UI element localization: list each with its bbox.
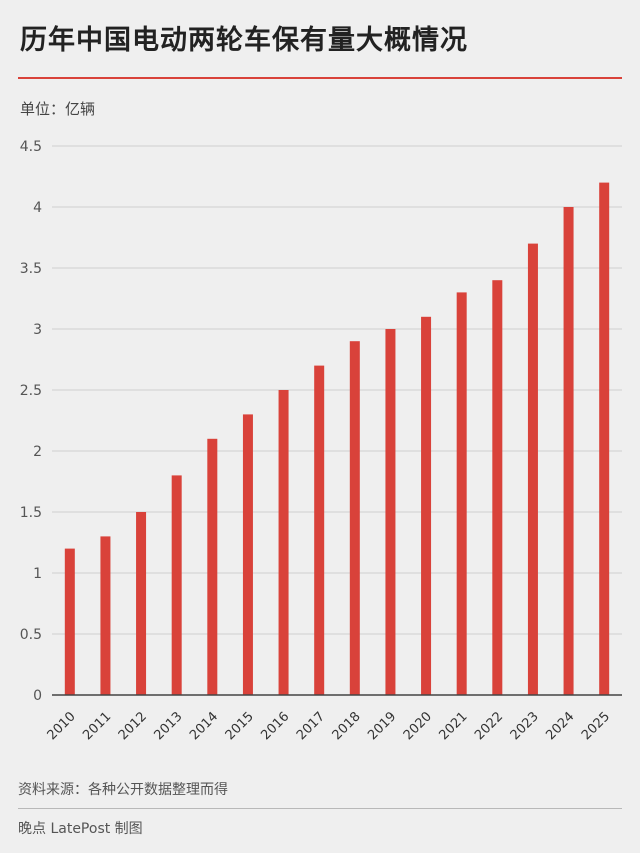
x-tick-label: 2022 (472, 709, 506, 743)
bar (136, 512, 147, 695)
x-tick-label: 2017 (294, 709, 328, 743)
bar (349, 341, 360, 695)
y-tick-label: 0 (33, 688, 42, 704)
x-tick-label: 2021 (437, 709, 471, 743)
bar (207, 438, 218, 695)
x-tick-label: 2012 (116, 709, 150, 743)
bar (242, 414, 253, 695)
bar-chart: 0 0.5 1 1.5 2 2.5 3 3.5 4 4.5 2010 2011 2012 2013 2014… (20, 139, 622, 743)
x-tick-label: 2016 (258, 709, 292, 743)
footer-divider (18, 808, 622, 809)
x-tick-label: 2014 (187, 709, 221, 743)
y-tick-label: 1.5 (20, 505, 42, 521)
credit-note: 晚点 LatePost 制图 (18, 821, 143, 837)
y-tick-label: 0.5 (20, 627, 42, 643)
x-tick-label: 2019 (365, 709, 399, 743)
chart-title: 历年中国电动两轮车保有量大概情况 (20, 25, 468, 56)
bar (492, 280, 503, 695)
y-tick-label: 4.5 (20, 139, 42, 155)
bar (385, 329, 396, 695)
x-tick-label: 2018 (330, 709, 364, 743)
x-tick-label: 2011 (80, 709, 114, 743)
bar (599, 182, 610, 696)
bar (527, 243, 538, 695)
y-tick-label: 2 (33, 444, 42, 460)
title-divider (18, 77, 622, 79)
bar (421, 316, 432, 695)
x-tick-label: 2024 (543, 709, 577, 743)
bar (314, 365, 325, 695)
bar (278, 390, 289, 695)
y-tick-label: 1 (33, 566, 42, 582)
x-tick-label: 2025 (579, 709, 613, 743)
y-tick-label: 4 (33, 200, 42, 216)
x-tick-label: 2020 (401, 709, 435, 743)
x-tick-label: 2013 (152, 709, 186, 743)
source-note: 资料来源：各种公开数据整理而得 (18, 782, 228, 798)
bar (456, 292, 467, 695)
y-tick-label: 3 (33, 322, 42, 338)
x-tick-label: 2015 (223, 709, 257, 743)
x-tick-label: 2010 (45, 709, 79, 743)
y-tick-label: 2.5 (20, 383, 42, 399)
x-tick-label: 2023 (508, 709, 542, 743)
y-tick-label: 3.5 (20, 261, 42, 277)
bar (64, 548, 75, 695)
bar (563, 207, 574, 695)
bar (100, 536, 111, 695)
bar (171, 475, 182, 695)
unit-label: 单位：亿辆 (20, 100, 96, 118)
